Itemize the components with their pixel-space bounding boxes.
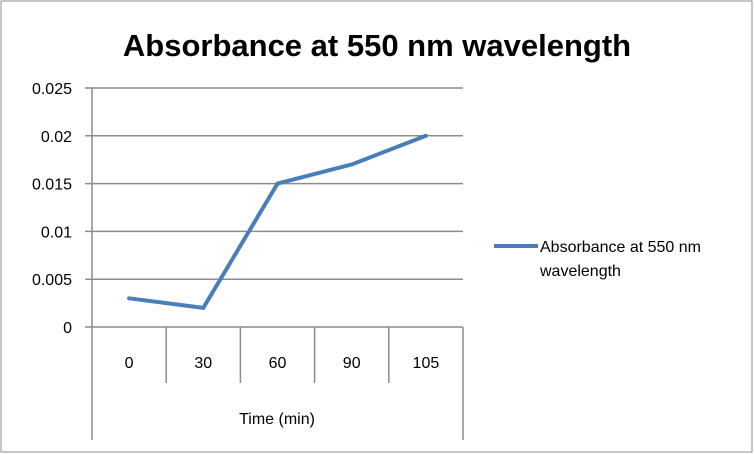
legend-label-line1: Absorbance at 550 nm [540, 239, 701, 256]
x-tick-label: 90 [343, 355, 361, 372]
gridlines [85, 87, 463, 328]
data-point [127, 296, 132, 301]
y-tick-label: 0.025 [32, 81, 72, 98]
data-point [275, 181, 280, 186]
x-axis: 0 30 60 90 105 [91, 87, 464, 440]
data-point [201, 305, 206, 310]
series [127, 133, 428, 310]
legend-label-line2: wavelength [539, 263, 621, 280]
x-tick-label: 0 [125, 355, 134, 372]
y-tick-label: 0.005 [32, 272, 72, 289]
y-tick-label: 0 [63, 320, 72, 337]
chart-title: Absorbance at 550 nm wavelength [123, 28, 631, 63]
x-axis-label: Time (min) [239, 411, 315, 428]
y-tick-label: 0.01 [41, 224, 72, 241]
y-axis-ticks: 0 0.005 0.01 0.015 0.02 0.025 [32, 81, 72, 337]
x-tick-label: 105 [413, 355, 440, 372]
x-tick-label: 30 [194, 355, 212, 372]
y-tick-label: 0.015 [32, 177, 72, 194]
data-point [349, 162, 354, 167]
x-tick-label: 60 [269, 355, 287, 372]
y-tick-label: 0.02 [41, 129, 72, 146]
data-point [423, 133, 428, 138]
legend: Absorbance at 550 nm wavelength [494, 239, 701, 280]
